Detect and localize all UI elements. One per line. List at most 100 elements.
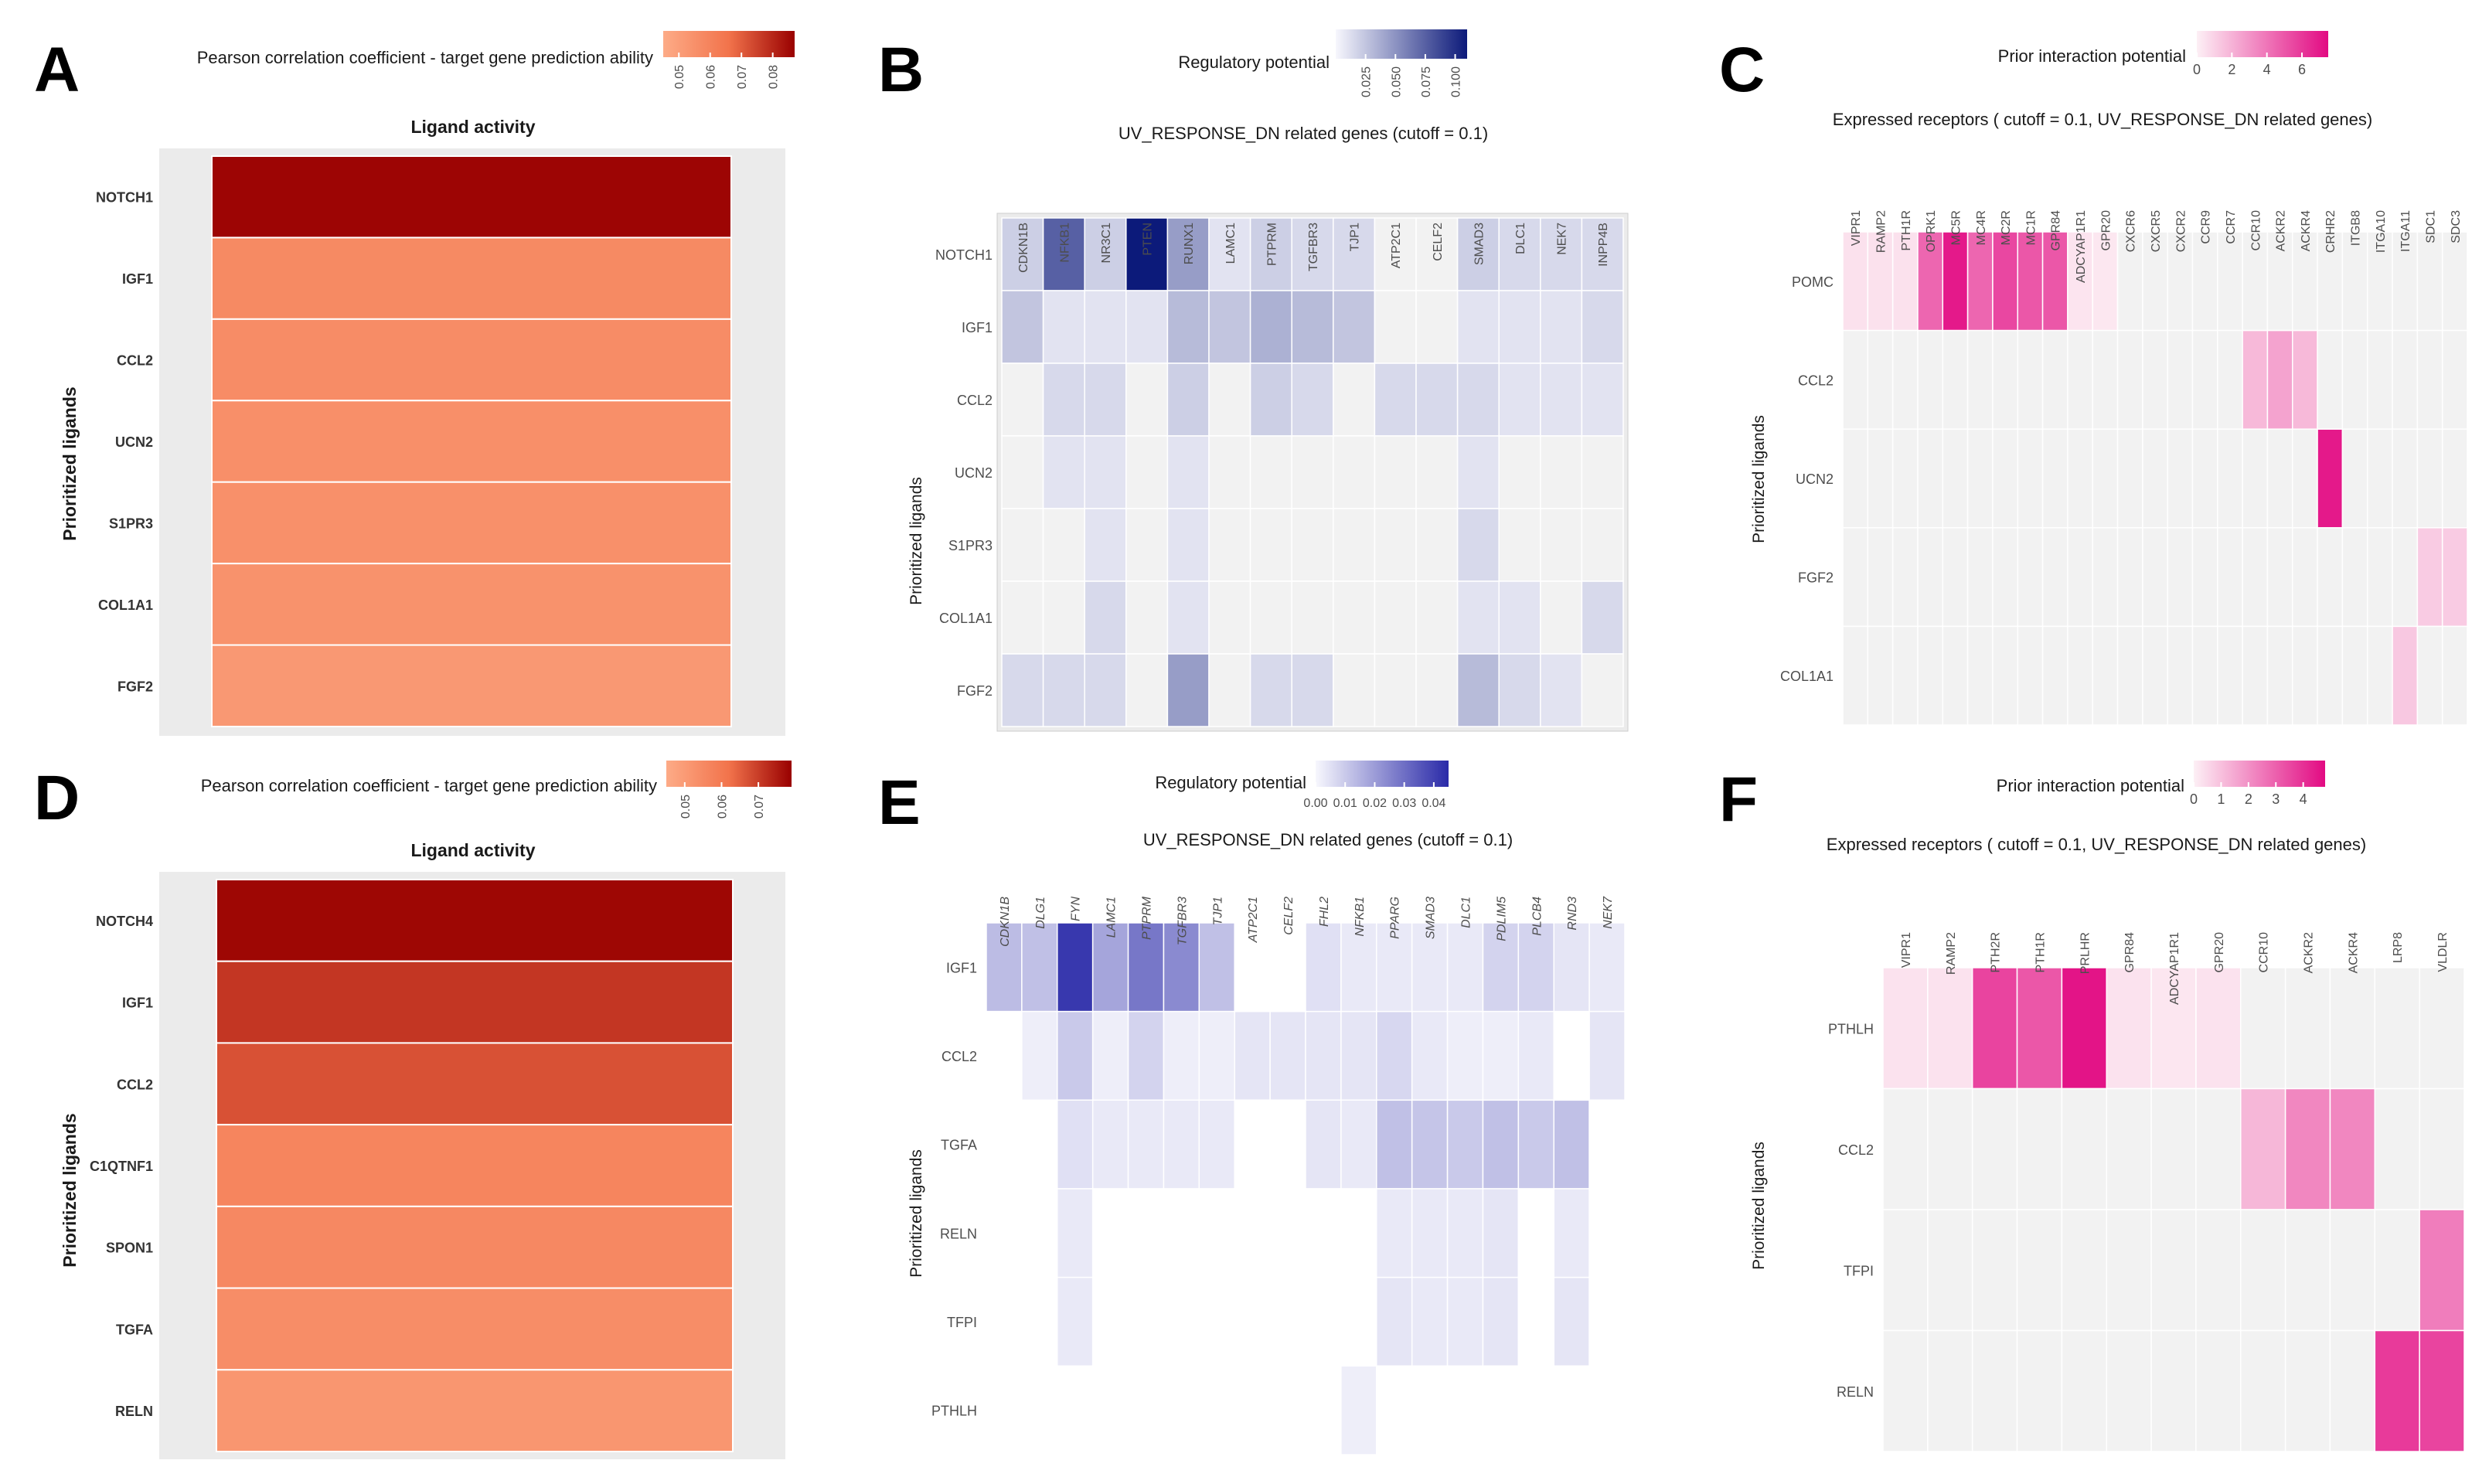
cell-pomc-vipr1	[1842, 231, 1869, 332]
cell-col1a1-tjp1	[1333, 580, 1376, 655]
cell-igf1-lamc1	[1208, 290, 1251, 364]
cell-fgf2-tgfbr3	[1291, 653, 1334, 727]
cell-ccl2-oprk1	[1917, 329, 1944, 430]
col-label-nek7: NEK7	[1556, 223, 1569, 255]
cell-ccl2-smad3	[1411, 1010, 1449, 1101]
cell-fgf2-mc4r	[1966, 527, 1994, 628]
legend-tick-label: 0.00	[1303, 797, 1327, 810]
cell-ccl2-nek7	[1588, 1010, 1626, 1101]
cell-ucn2-itga11	[2392, 428, 2419, 529]
cell-col1a1-ccr7	[2217, 625, 2243, 726]
chart-title: UV_RESPONSE_DN related genes (cutoff = 0…	[1143, 830, 1513, 849]
cell-ucn2-runx1	[1166, 435, 1210, 509]
cell-igf1-tgfbr3	[1291, 290, 1334, 364]
cell-igf1-celf2	[1269, 922, 1306, 1013]
cell-pomc-mc1r	[2017, 231, 2044, 332]
cell-pomc-gpr20	[2092, 231, 2119, 332]
cell-reln-pdlim5	[1482, 1188, 1520, 1278]
legend-tick-label: 6	[2298, 62, 2306, 77]
cell-fgf2-ackr4	[2292, 527, 2318, 628]
cell-pthlh-adcyap1r1	[2150, 967, 2197, 1090]
cell-ucn2-gpr84	[2041, 428, 2068, 529]
col-label-itga11: ITGA11	[2399, 210, 2412, 252]
cell-col1a1-nr3c1	[1084, 580, 1127, 655]
cell-ccl2-pten	[1125, 362, 1169, 437]
cell-ccl2-adcyap1r1	[2067, 329, 2093, 430]
cell-ccl2-tjp1	[1198, 1010, 1235, 1101]
cell-igf1	[216, 960, 734, 1044]
col-label-lrp8: LRP8	[2392, 932, 2405, 963]
row-label-igf1: IGF1	[122, 271, 153, 287]
cell-tfpi-nfkb1	[1340, 1276, 1377, 1367]
y-axis-label: Prioritized ligands	[1750, 1142, 1768, 1270]
cell-col1a1-lamc1	[1208, 580, 1251, 655]
col-label-prlhr: PRLHR	[2079, 932, 2092, 974]
cell-s1pr3-inpp4b	[1581, 508, 1624, 582]
cell-ucn2-mc5r	[1942, 428, 1969, 529]
cell-pomc-sdc1	[2416, 231, 2443, 332]
cell-ucn2-nfkb1	[1042, 435, 1085, 509]
cell-s1pr3	[211, 481, 732, 565]
legend-tick-label: 0.02	[1363, 797, 1387, 810]
cell-ucn2-oprk1	[1917, 428, 1944, 529]
col-label-ccr7: CCR7	[2225, 210, 2238, 244]
cell-pthlh-pth2r	[1971, 967, 2018, 1090]
cell-s1pr3-cdkn1b	[1001, 508, 1044, 582]
cell-fgf2-dlc1	[1498, 653, 1541, 727]
col-label-cxcr6: CXCR6	[2125, 210, 2138, 252]
legend-tick-label: 0.050	[1390, 66, 1403, 97]
chart-title: Ligand activity	[410, 840, 535, 860]
cell-s1pr3-pten	[1125, 508, 1169, 582]
y-axis-label: Prioritized ligands	[60, 386, 80, 540]
cell-tgfa-fhl2	[1305, 1099, 1342, 1190]
cell-tgfa-tjp1	[1198, 1099, 1235, 1190]
cell-reln-gpr20	[2195, 1329, 2242, 1452]
row-label-s1pr3: S1PR3	[948, 538, 993, 553]
cell-col1a1-pth1r	[1891, 625, 1919, 726]
cell-ccl2-lamc1	[1091, 1010, 1129, 1101]
row-label-ucn2: UCN2	[1796, 471, 1834, 487]
col-label-sdc3: SDC3	[2450, 210, 2463, 243]
cell-pomc-ackr4	[2292, 231, 2318, 332]
cell-col1a1-mc4r	[1966, 625, 1994, 726]
panel-A: A Ligand activity Prioritized ligands NOTCH…	[34, 35, 785, 736]
cell-igf1-dlc1	[1498, 290, 1541, 364]
cell-col1a1-crhr2	[2317, 625, 2344, 726]
cell-tfpi-ackr4	[2329, 1209, 2376, 1332]
cell-ccl2-gpr20	[2195, 1087, 2242, 1210]
cell-fgf2-mc5r	[1942, 527, 1969, 628]
legend-colorbar	[1316, 761, 1449, 787]
cell-pthlh-fhl2	[1305, 1365, 1342, 1455]
cell-reln-adcyap1r1	[2150, 1329, 2197, 1452]
col-label-vipr1: VIPR1	[1850, 210, 1863, 246]
cell-reln-fyn	[1057, 1188, 1094, 1278]
cell-ucn2-cdkn1b	[1001, 435, 1044, 509]
cell-pomc-ccr7	[2217, 231, 2243, 332]
cell-reln	[216, 1369, 734, 1453]
row-label-igf1: IGF1	[122, 996, 153, 1011]
cell-reln-ackr2	[2284, 1329, 2331, 1452]
legend-tick-label: 0.07	[753, 795, 766, 819]
cell-fgf2-oprk1	[1917, 527, 1944, 628]
cell-fgf2-crhr2	[2317, 527, 2344, 628]
legend-B: Regulatory potential 0.025 0.050 0.075 0.100	[1178, 29, 1467, 97]
cell-tfpi-gpr20	[2195, 1209, 2242, 1332]
row-label-ccl2: CCL2	[117, 353, 153, 369]
cell-igf1-tjp1	[1198, 922, 1235, 1013]
col-label-rnd3: RND3	[1566, 897, 1579, 931]
cell-ccl2-nek7	[1540, 362, 1583, 437]
cell-pthlh-vldlr	[2419, 967, 2465, 1090]
cell-igf1-celf2	[1415, 290, 1459, 364]
cell-fgf2-itga10	[2366, 527, 2393, 628]
row-label-ucn2: UCN2	[115, 434, 153, 450]
row-label-reln: RELN	[115, 1404, 153, 1419]
row-label-fgf2: FGF2	[117, 679, 153, 694]
cell-ucn2-atp2c1	[1374, 435, 1417, 509]
legend-tick-label: 2	[2245, 791, 2252, 807]
cell-pomc-ccr9	[2191, 231, 2218, 332]
cell-ucn2-ackr2	[2266, 428, 2293, 529]
cell-pomc-mc5r	[1942, 231, 1969, 332]
col-label-fhl2: FHL2	[1318, 897, 1331, 927]
cell-pomc-oprk1	[1917, 231, 1944, 332]
cell-tfpi-plcb4	[1517, 1276, 1554, 1367]
